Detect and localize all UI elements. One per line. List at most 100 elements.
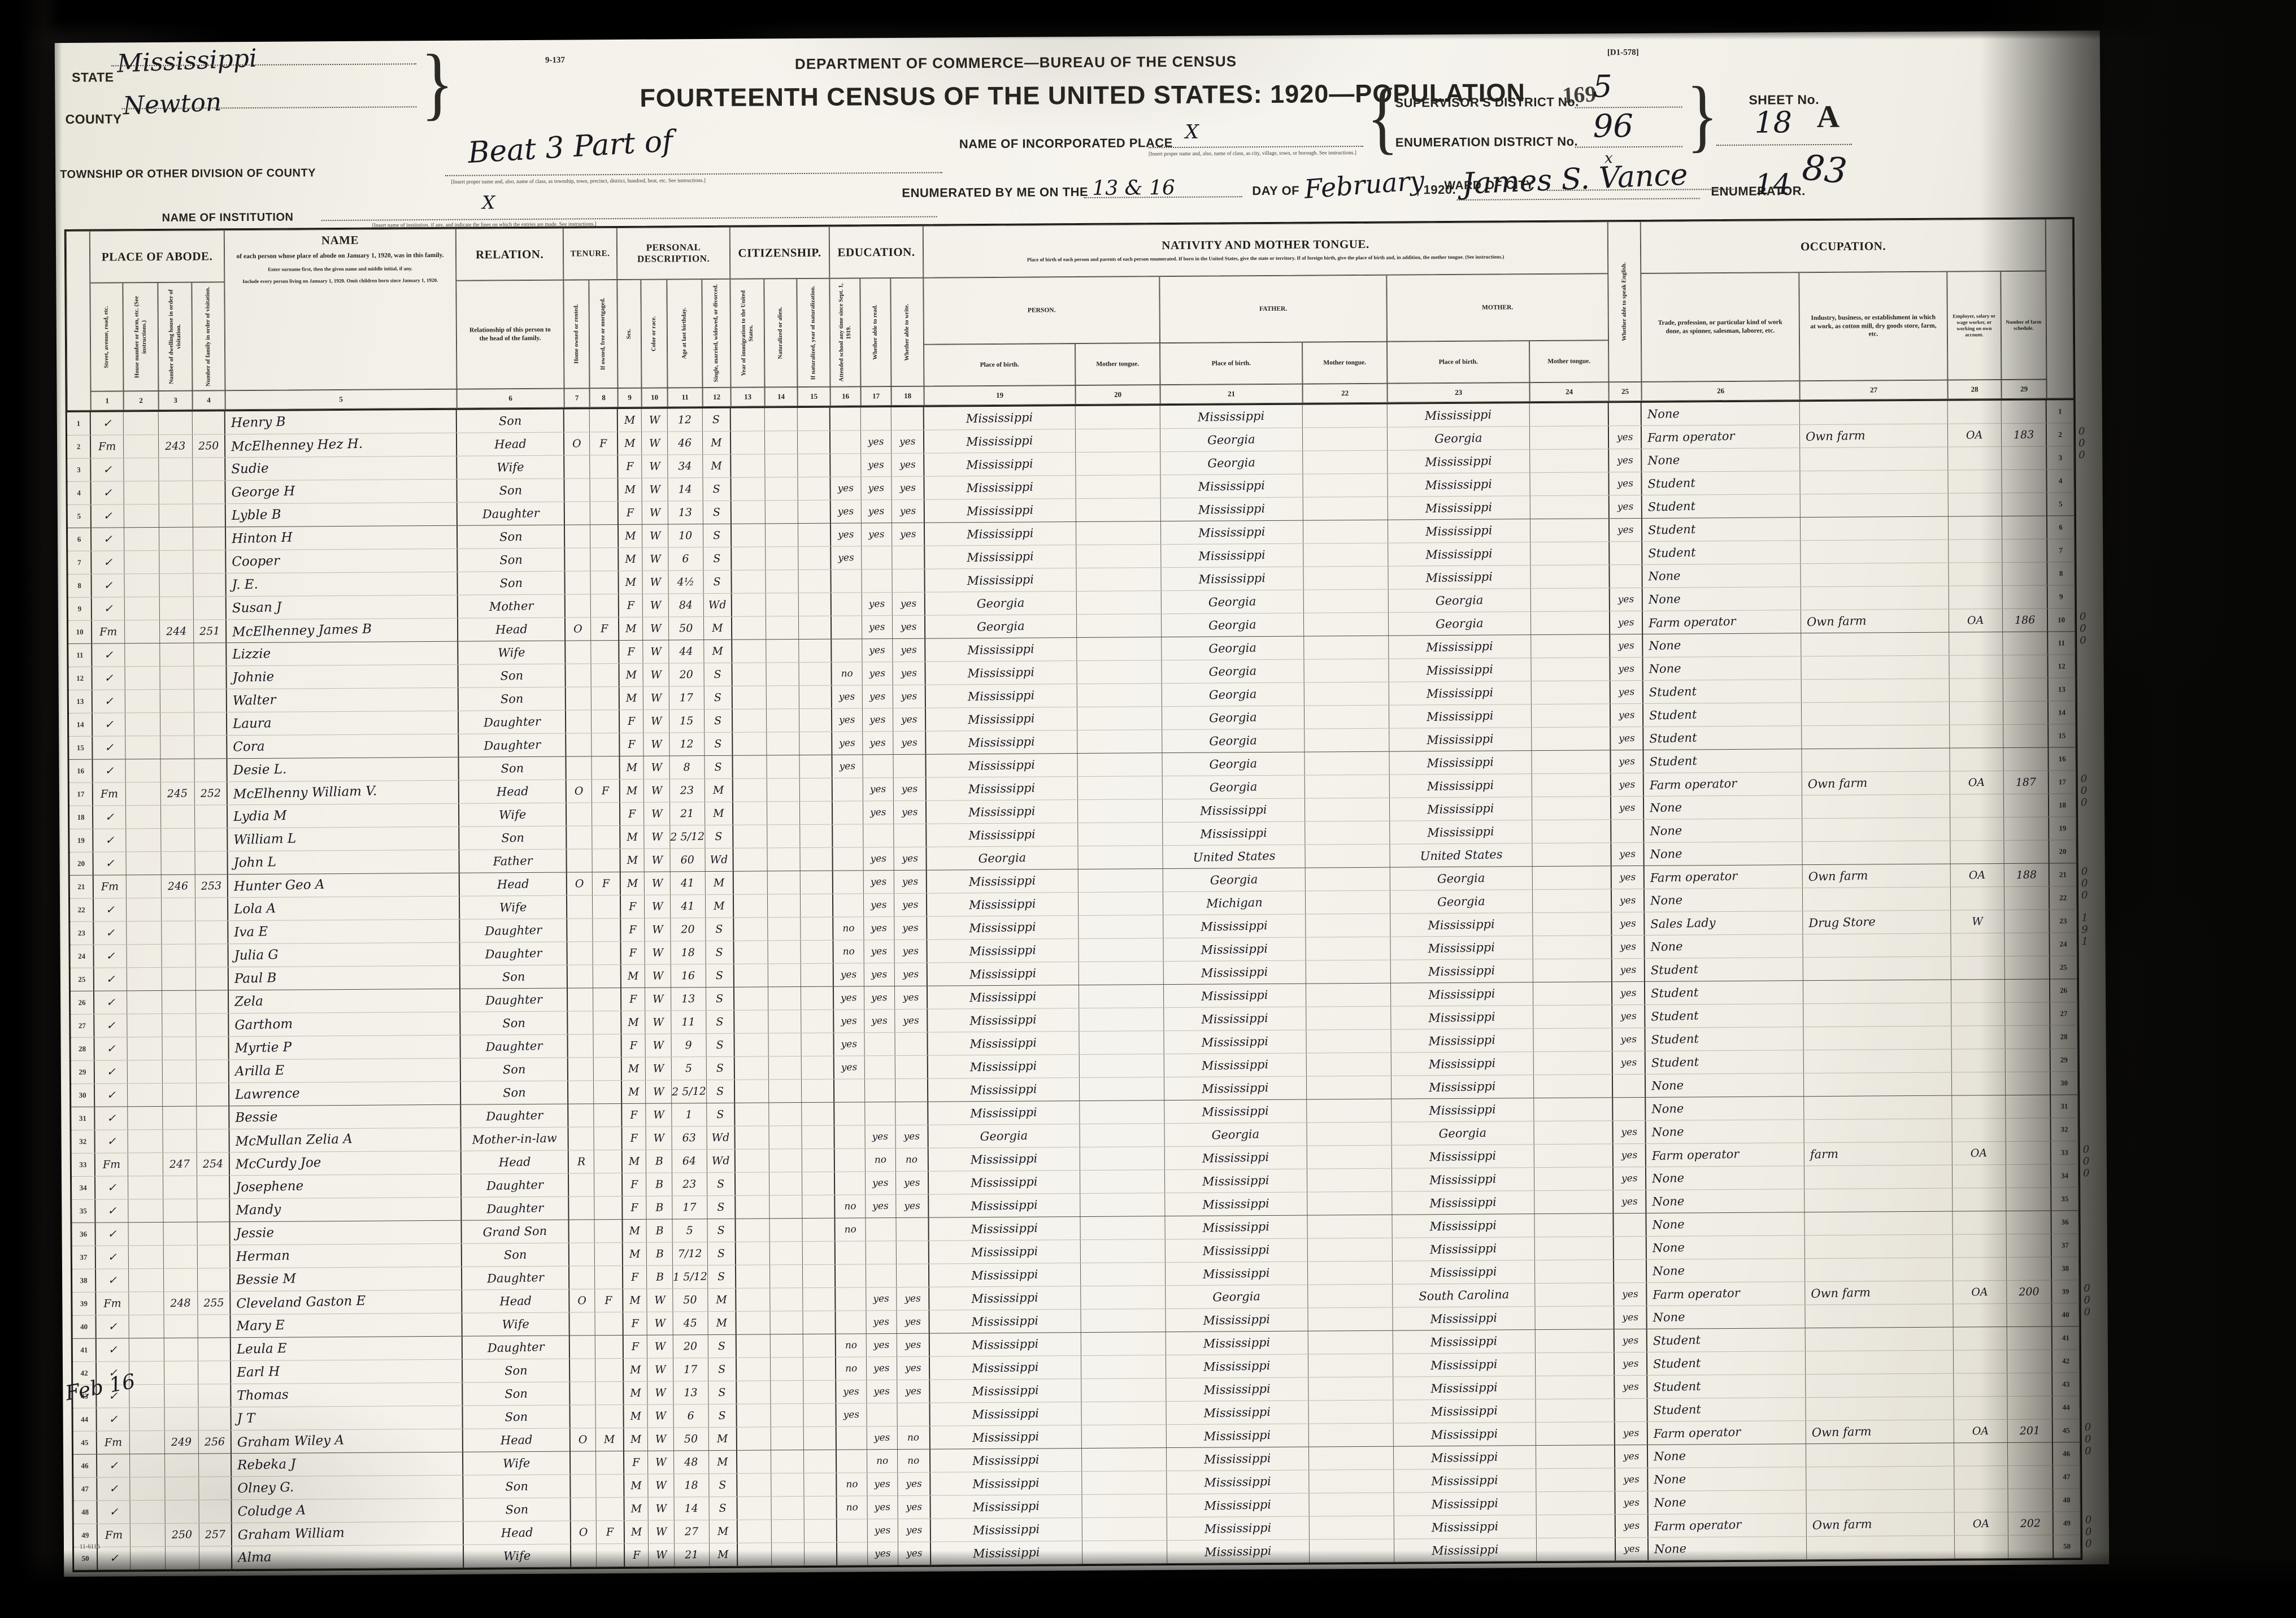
cell-ind <box>1806 1373 1954 1398</box>
cell-dw <box>158 411 193 434</box>
cell-color: W <box>645 964 671 988</box>
cell-mmt <box>1532 889 1612 913</box>
col7-header: Home owned or rented. <box>563 280 590 389</box>
cell-rel: Son <box>457 525 566 549</box>
cell-rel: Son <box>459 756 567 780</box>
cell-pmt <box>1079 938 1164 962</box>
cell-mmt <box>1530 449 1610 473</box>
cell-fam <box>194 759 228 782</box>
cell-yn <box>802 1195 836 1219</box>
cell-mark: ✓ <box>97 1477 131 1500</box>
col-number-15: 15 <box>797 386 830 407</box>
cell-read: yes <box>864 963 895 986</box>
cell-read: yes <box>861 500 892 523</box>
cell-ind <box>1801 540 1949 564</box>
cell-fmt <box>1308 1400 1394 1424</box>
cell-pmt <box>1078 846 1163 869</box>
cell-name: McMullan Zelia A <box>229 1128 462 1152</box>
district-brace-open: { <box>1367 72 1399 162</box>
cell-fmt <box>1308 1284 1393 1308</box>
cell-fam <box>197 1129 230 1152</box>
cell-yn <box>802 1264 836 1288</box>
cell-eng: yes <box>1609 495 1642 519</box>
cell-pmt <box>1077 660 1162 684</box>
cell-color: W <box>647 1404 674 1428</box>
cell-occ: None <box>1647 1305 1806 1329</box>
cell-color: W <box>644 825 671 849</box>
cell-na <box>766 593 799 616</box>
cell-eng: yes <box>1611 773 1644 797</box>
cell-yn <box>801 986 834 1010</box>
cell-write <box>896 1241 929 1264</box>
cell-bm: Mississippi <box>1390 959 1533 983</box>
cell-occ: Farm operator <box>1644 865 1803 889</box>
cell-home <box>564 525 591 548</box>
col26-header: Trade, profession, or particular kind of… <box>1641 272 1800 382</box>
col-number-18: 18 <box>891 386 924 406</box>
cell-mmt <box>1534 1190 1614 1214</box>
cell-n: 7 <box>68 551 92 574</box>
cell-mmt <box>1531 634 1611 658</box>
cell-house <box>125 666 160 690</box>
cell-yi <box>737 1381 771 1404</box>
col-number-2: 2 <box>123 390 159 411</box>
cell-dw <box>161 898 196 921</box>
cell-home <box>569 1336 595 1359</box>
cell-write: yes <box>898 1495 931 1519</box>
cell-mark: ✓ <box>91 528 125 551</box>
col16-text: Attended school any time since Sept. 1, … <box>838 283 852 382</box>
cell-yn <box>801 1033 834 1056</box>
cell-home: O <box>564 432 590 455</box>
cell-n: 22 <box>69 898 94 921</box>
cell-bf: Mississippi <box>1166 1331 1308 1355</box>
cell-read: yes <box>866 1311 897 1334</box>
cell-age: 14 <box>668 478 703 501</box>
cell-fam <box>197 1106 230 1129</box>
cell-ind <box>1803 1003 1952 1027</box>
cell-eng: yes <box>1610 611 1643 634</box>
cell-bp: Mississippi <box>930 1425 1082 1449</box>
cell-n: 38 <box>72 1269 97 1292</box>
cell-mmt <box>1536 1445 1616 1469</box>
enumeration-x-mark: x <box>1604 150 1613 167</box>
cell-na <box>769 1242 803 1265</box>
cell-mark: ✓ <box>95 1223 129 1246</box>
cell-home: O <box>570 1428 596 1451</box>
cell-sex: F <box>623 1312 647 1335</box>
cell-bp: Mississippi <box>930 1518 1082 1542</box>
cell-school <box>836 1311 867 1334</box>
cell-mark: ✓ <box>93 829 127 852</box>
cell-school: yes <box>832 755 863 778</box>
cell-eng: yes <box>1608 425 1642 449</box>
cell-fam: 254 <box>197 1152 230 1176</box>
cell-fmt <box>1305 867 1390 891</box>
cell-bf: Mississippi <box>1163 960 1306 985</box>
cell-fmt <box>1308 1354 1394 1377</box>
cell-sex: F <box>622 1173 647 1196</box>
cell-age: 15 <box>669 710 705 733</box>
cell-read <box>864 1079 896 1102</box>
cell-mark: ✓ <box>97 1408 130 1431</box>
cell-home <box>567 849 593 872</box>
cell-read: yes <box>867 1426 898 1450</box>
cell-bm: United States <box>1390 843 1533 867</box>
cell-school <box>834 1079 866 1102</box>
ward-stamp-14: 14 <box>1755 168 1791 201</box>
cell-fam: 250 <box>192 434 226 458</box>
cell-pmt <box>1079 1054 1164 1078</box>
cell-read: no <box>865 1149 896 1172</box>
cell-pmt <box>1076 498 1161 522</box>
name-desc2: Enter surname first, then the given name… <box>268 266 413 272</box>
cell-mort <box>590 525 619 548</box>
cell-fam <box>193 481 226 504</box>
cell-pmt <box>1079 1077 1165 1101</box>
cell-bf: Georgia <box>1162 636 1304 660</box>
cell-rel: Son <box>458 548 566 572</box>
cell-rel: Son <box>463 1382 571 1406</box>
cell-house <box>129 1407 165 1431</box>
cell-bm: Mississippi <box>1391 1052 1534 1076</box>
cell-occ: None <box>1644 819 1803 842</box>
state-label: STATE <box>72 69 114 85</box>
cell-occ: Farm operator <box>1646 1143 1804 1167</box>
cell-sex: M <box>621 964 645 988</box>
